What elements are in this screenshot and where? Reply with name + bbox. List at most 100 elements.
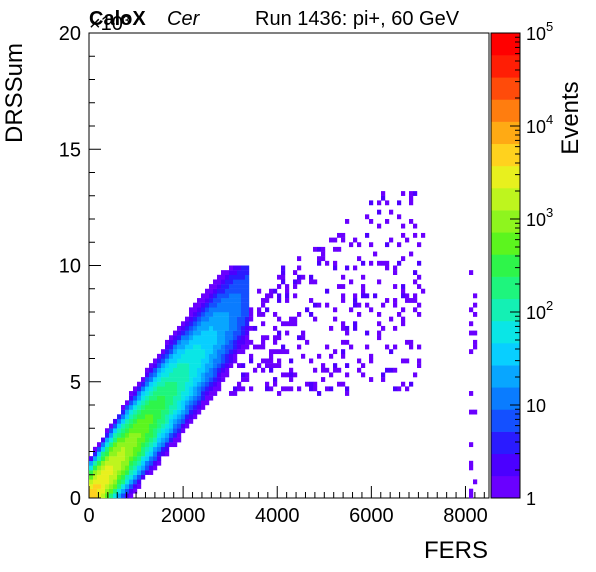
histogram-cell [225, 270, 230, 275]
histogram-cell [265, 381, 270, 387]
histogram-cell [137, 465, 142, 471]
histogram-cell [229, 307, 234, 313]
histogram-cell [469, 465, 474, 471]
histogram-cell [293, 293, 298, 299]
histogram-cell [181, 358, 186, 364]
histogram-cell [197, 302, 202, 308]
histogram-cell [241, 279, 246, 285]
histogram-cell [341, 349, 346, 355]
histogram-cell [341, 298, 346, 303]
histogram-cell [413, 232, 418, 238]
histogram-cell [121, 414, 126, 420]
histogram-cell [241, 302, 246, 308]
histogram-cell [201, 316, 206, 322]
histogram-cell [173, 386, 178, 392]
color-scale-segment [491, 77, 520, 100]
histogram-cell [149, 423, 154, 429]
histogram-cell [141, 395, 146, 401]
histogram-cell [137, 414, 142, 420]
histogram-cell [405, 339, 410, 345]
histogram-cell [285, 321, 290, 327]
histogram-cell [229, 312, 234, 317]
histogram-cell [133, 460, 138, 466]
histogram-cell [409, 298, 414, 303]
histogram-cell [361, 363, 366, 368]
histogram-cell [137, 474, 142, 480]
histogram-cell [153, 432, 158, 438]
histogram-cell [113, 428, 118, 434]
histogram-cell [409, 251, 414, 257]
histogram-cell [233, 265, 238, 271]
histogram-cell [165, 400, 170, 406]
histogram-cell [109, 479, 114, 485]
histogram-cell [137, 405, 142, 410]
histogram-cell [121, 437, 126, 443]
histogram-cell [165, 405, 170, 410]
histogram-cell [185, 395, 190, 401]
histogram-cell [209, 302, 214, 308]
histogram-cell [173, 335, 178, 341]
histogram-cell [161, 367, 166, 373]
histogram-cell [169, 349, 174, 355]
histogram-cell [193, 316, 198, 322]
histogram-cell [365, 330, 370, 336]
histogram-cell [369, 260, 374, 266]
histogram-cell [117, 493, 122, 499]
histogram-cell [205, 372, 210, 378]
color-scale-segment [491, 55, 520, 78]
histogram-cell [277, 391, 282, 396]
histogram-cell [121, 451, 126, 457]
color-scale-segment [491, 254, 520, 277]
histogram-cell [357, 312, 362, 317]
histogram-cell [133, 456, 138, 461]
histogram-cell [149, 372, 154, 378]
histogram-cell [165, 423, 170, 429]
histogram-cell [129, 414, 134, 420]
histogram-cell [273, 288, 278, 294]
histogram-cell [333, 307, 338, 313]
histogram-cell [197, 312, 202, 317]
histogram-cell [273, 312, 278, 317]
z-tick-label: 102 [526, 298, 553, 323]
histogram-cell [141, 391, 146, 396]
histogram-cell [221, 312, 226, 317]
histogram-cell [197, 391, 202, 396]
histogram-cell [145, 386, 150, 392]
histogram-cell [269, 288, 274, 294]
histogram-cell [193, 344, 198, 350]
histogram-cell [245, 372, 250, 378]
header-experiment: CaloX [89, 8, 146, 30]
histogram-cell [361, 288, 366, 294]
histogram-cell [297, 312, 302, 317]
histogram-cell [101, 446, 106, 452]
header-run-info: Run 1436: pi+, 60 GeV [255, 8, 460, 30]
histogram-cell [233, 288, 238, 294]
histogram-cell [197, 321, 202, 327]
histogram-cell [109, 437, 114, 443]
histogram-cell [241, 312, 246, 317]
histogram-cell [145, 470, 150, 475]
histogram-cell [341, 339, 346, 345]
histogram-cell [409, 200, 414, 206]
histogram-cell [133, 391, 138, 396]
histogram-cell [205, 312, 210, 317]
histogram-cell [129, 409, 134, 415]
histogram-cell [321, 377, 326, 382]
histogram-cell [173, 432, 178, 438]
histogram-cell [217, 377, 222, 382]
histogram-cell [157, 460, 162, 466]
histogram-cell [181, 418, 186, 424]
histogram-cell [149, 400, 154, 406]
histogram-cell [97, 456, 102, 461]
histogram-cell [193, 302, 198, 308]
histogram-cell [121, 488, 126, 494]
histogram-cell [109, 460, 114, 466]
histogram-cell [189, 316, 194, 322]
histogram-cell [281, 270, 286, 275]
histogram-cell [309, 274, 314, 280]
histogram-cell [161, 428, 166, 434]
histogram-cell [217, 335, 222, 341]
histogram-cell [153, 363, 158, 368]
histogram-cell [117, 437, 122, 443]
histogram-cell [193, 395, 198, 401]
